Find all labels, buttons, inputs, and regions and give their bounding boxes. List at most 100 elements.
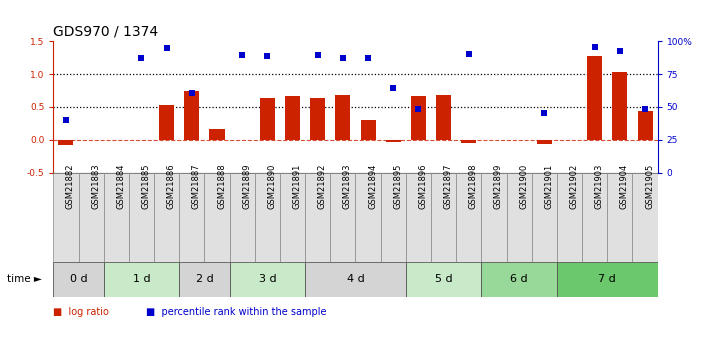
Bar (557, 172, 582, 262)
Bar (179, 262, 230, 297)
Text: GSM21898: GSM21898 (469, 163, 478, 209)
Bar (385, 140, 401, 142)
Text: GDS970 / 1374: GDS970 / 1374 (53, 25, 159, 39)
Bar (456, 172, 481, 262)
Text: GSM21899: GSM21899 (494, 163, 503, 209)
Point (136, 55, 147, 60)
Point (589, 45, 600, 50)
Text: 3 d: 3 d (259, 275, 276, 284)
Bar (260, 98, 275, 140)
Text: GSM21890: GSM21890 (267, 163, 277, 209)
Text: GSM21905: GSM21905 (645, 163, 654, 209)
Text: GSM21882: GSM21882 (66, 163, 75, 209)
Bar (582, 172, 607, 262)
Text: GSM21892: GSM21892 (318, 163, 327, 209)
Bar (411, 96, 426, 140)
Bar (406, 262, 481, 297)
Bar (159, 105, 174, 140)
Text: time ►: time ► (7, 275, 42, 284)
Bar (406, 172, 431, 262)
Text: 2 d: 2 d (196, 275, 213, 284)
Text: GSM21904: GSM21904 (620, 163, 629, 209)
Text: GSM21895: GSM21895 (393, 163, 402, 209)
Point (60, 117, 72, 123)
Point (237, 52, 248, 57)
Text: 1 d: 1 d (133, 275, 150, 284)
Text: GSM21897: GSM21897 (444, 163, 453, 209)
Text: 4 d: 4 d (347, 275, 364, 284)
Bar (280, 172, 305, 262)
Text: GSM21887: GSM21887 (192, 163, 201, 209)
Text: GSM21894: GSM21894 (368, 163, 377, 209)
Bar (638, 111, 653, 140)
Bar (310, 98, 325, 140)
Bar (255, 172, 280, 262)
Point (614, 48, 626, 54)
Text: GSM21885: GSM21885 (141, 163, 151, 209)
Bar (481, 262, 557, 297)
Text: GSM21883: GSM21883 (91, 163, 100, 209)
Bar (612, 71, 627, 140)
Bar (305, 172, 331, 262)
Bar (587, 57, 602, 140)
Bar (129, 172, 154, 262)
Text: GSM21903: GSM21903 (594, 163, 604, 209)
Text: GSM21889: GSM21889 (242, 163, 251, 209)
Point (262, 53, 273, 59)
Point (463, 51, 474, 57)
Bar (230, 172, 255, 262)
Text: GSM21896: GSM21896 (419, 163, 427, 209)
Point (387, 85, 399, 91)
Bar (53, 262, 104, 297)
Point (413, 106, 424, 112)
Bar (537, 140, 552, 144)
Point (161, 45, 172, 51)
Bar (58, 140, 73, 145)
Text: GSM21891: GSM21891 (292, 163, 301, 209)
Text: 7 d: 7 d (599, 275, 616, 284)
Bar (461, 140, 476, 143)
Text: GSM21900: GSM21900 (519, 163, 528, 209)
Bar (184, 90, 199, 140)
Bar (210, 129, 225, 140)
Point (539, 110, 550, 116)
Bar (532, 172, 557, 262)
Text: GSM21893: GSM21893 (343, 163, 352, 209)
Point (639, 106, 651, 112)
Text: ■  log ratio: ■ log ratio (53, 307, 109, 317)
Point (186, 90, 198, 96)
Point (337, 55, 348, 60)
Bar (436, 95, 451, 140)
Bar (633, 172, 658, 262)
Text: GSM21884: GSM21884 (117, 163, 125, 209)
Bar (607, 172, 633, 262)
Bar (104, 172, 129, 262)
Bar (356, 172, 380, 262)
Text: GSM21902: GSM21902 (570, 163, 579, 209)
Bar (179, 172, 205, 262)
Bar (78, 172, 104, 262)
Bar (360, 120, 375, 140)
Bar (285, 97, 300, 140)
Text: 6 d: 6 d (510, 275, 528, 284)
Bar (557, 262, 658, 297)
Bar (506, 172, 532, 262)
Point (363, 56, 374, 61)
Point (312, 52, 324, 57)
Bar (205, 172, 230, 262)
Bar (331, 172, 356, 262)
Bar (305, 262, 406, 297)
Bar (104, 262, 179, 297)
Text: GSM21888: GSM21888 (217, 163, 226, 209)
Bar (336, 95, 351, 140)
Bar (154, 172, 179, 262)
Bar (230, 262, 305, 297)
Bar (481, 172, 506, 262)
Text: ■  percentile rank within the sample: ■ percentile rank within the sample (146, 307, 326, 317)
Text: 0 d: 0 d (70, 275, 87, 284)
Bar (53, 172, 78, 262)
Bar (380, 172, 406, 262)
Text: GSM21886: GSM21886 (166, 163, 176, 209)
Text: 5 d: 5 d (435, 275, 452, 284)
Bar (431, 172, 456, 262)
